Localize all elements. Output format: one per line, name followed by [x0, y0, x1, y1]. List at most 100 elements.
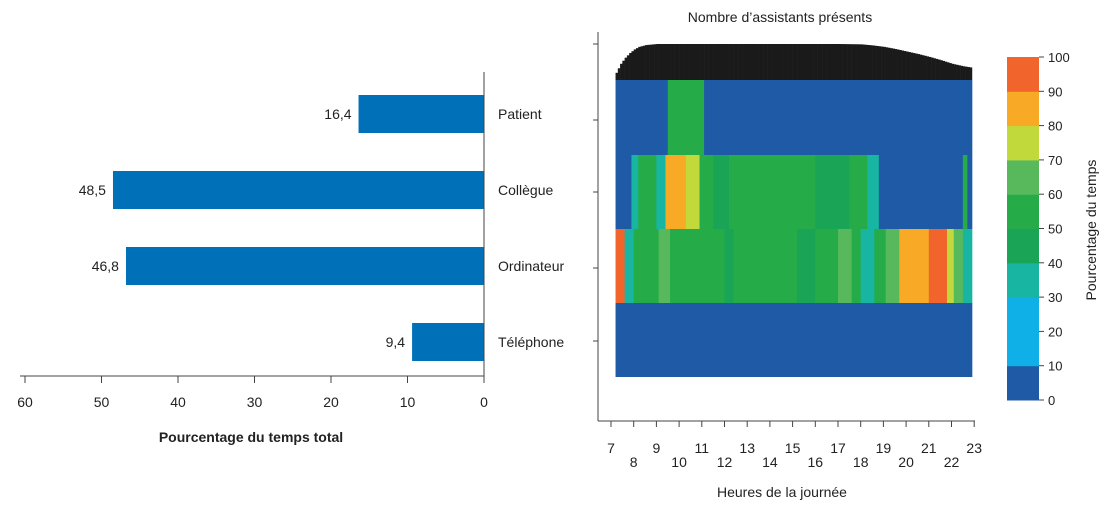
bar-category-labels: Patient Collègue Ordinateur Téléphone — [498, 106, 564, 350]
presence-bar — [717, 44, 721, 80]
presence-bar — [801, 44, 805, 80]
heatmap-cell — [633, 229, 644, 303]
presence-bar — [856, 44, 859, 80]
heatmap-cell — [656, 155, 666, 229]
bar-value-label: 46,8 — [92, 258, 119, 274]
presence-bar — [747, 44, 750, 80]
presence-bar — [915, 53, 918, 80]
presence-bar — [672, 44, 675, 80]
colorbar-band — [1007, 57, 1039, 92]
colorbar-tick-label: 90 — [1048, 84, 1062, 99]
presence-bar — [788, 44, 791, 80]
presence-bar — [629, 53, 632, 80]
presence-bar — [849, 44, 852, 80]
heatmap-cell — [874, 229, 887, 303]
presence-bar — [867, 45, 871, 80]
heatmap-cell — [962, 155, 968, 229]
colorbar-band — [1007, 262, 1039, 298]
presence-bar — [660, 44, 664, 80]
heatmap-cell — [815, 229, 839, 303]
presence-bar — [663, 44, 666, 80]
presence-bar — [738, 44, 741, 80]
heatmap-cell — [756, 303, 775, 377]
presence-bar — [706, 44, 709, 80]
presence-bar — [781, 44, 784, 80]
colorbar-tick-label: 10 — [1048, 359, 1062, 374]
heatmap-cell — [747, 80, 755, 155]
heatmap-cell — [699, 155, 714, 229]
presence-bar — [620, 63, 623, 80]
presence-bar — [885, 47, 889, 80]
heatmap-cell — [847, 80, 855, 155]
presence-bar — [813, 44, 816, 80]
presence-bar — [685, 44, 689, 80]
heatmap-cell — [838, 80, 848, 155]
presence-bar — [942, 60, 945, 80]
presence-bar — [858, 44, 861, 80]
heatmap-x-tick-label: 16 — [808, 454, 824, 470]
colorbar-ticks: 0 10 20 30 40 50 60 70 80 90 100 — [1039, 50, 1070, 408]
presence-bar — [808, 44, 812, 80]
presence-bar — [838, 44, 841, 80]
presence-bar — [635, 48, 639, 80]
presence-bar — [719, 44, 723, 80]
heatmap-cell — [797, 303, 828, 377]
bar-chart: 16,4 48,5 46,8 9,4 Patient Collègue Ordinateu… — [17, 72, 564, 445]
presence-bar — [713, 44, 716, 80]
presence-bar — [626, 55, 630, 80]
heatmap-x-tick-label: 21 — [921, 440, 937, 456]
bar-x-tick-label: 50 — [94, 394, 110, 410]
presence-bar — [756, 44, 759, 80]
heatmap-x-tick-label: 15 — [785, 440, 801, 456]
heatmap-cell — [724, 229, 734, 303]
presence-bar — [792, 44, 796, 80]
heatmap-cell — [797, 229, 816, 303]
presence-bar — [931, 57, 934, 80]
presence-bar — [819, 44, 823, 80]
heatmap-cell — [899, 229, 930, 303]
presence-bar — [767, 44, 771, 80]
bar-x-tick-label: 10 — [400, 394, 416, 410]
heatmap-x-tick-label: 23 — [966, 440, 982, 456]
colorbar-tick-label: 100 — [1048, 50, 1070, 65]
heatmap-cell — [647, 303, 664, 377]
presence-bar — [806, 44, 809, 80]
presence-bar — [921, 55, 925, 80]
heatmap-cell — [749, 303, 757, 377]
heatmap-cell — [797, 80, 828, 155]
colorbar-tick-label: 50 — [1048, 222, 1062, 237]
heatmap-cell — [715, 80, 748, 155]
presence-bar — [690, 44, 694, 80]
presence-bar — [826, 44, 830, 80]
colorbar-tick-label: 60 — [1048, 187, 1062, 202]
heatmap-cell — [658, 229, 671, 303]
bar-value-labels: 16,4 48,5 46,8 9,4 — [79, 106, 406, 350]
presence-bar — [847, 44, 850, 80]
presence-bar — [735, 44, 739, 80]
presence-bar — [754, 44, 757, 80]
bar-2 — [125, 247, 484, 285]
presence-bar — [701, 44, 705, 80]
presence-bar — [679, 44, 682, 80]
presence-bar — [917, 54, 921, 80]
bar-value-label: 48,5 — [79, 182, 106, 198]
presence-bar — [853, 44, 857, 80]
presence-bar — [933, 58, 936, 80]
heatmap-cell — [624, 229, 635, 303]
presence-bar — [772, 44, 775, 80]
presence-bar — [774, 44, 778, 80]
heatmap-cell — [774, 303, 798, 377]
heatmap-cell — [953, 229, 964, 303]
heatmap-cells — [615, 80, 973, 377]
heatmap-x-tick-label: 20 — [898, 454, 914, 470]
heatmap-cell — [849, 303, 973, 377]
presence-bar — [835, 44, 839, 80]
presence-bar — [731, 44, 734, 80]
bar-value-label: 16,4 — [324, 106, 351, 122]
presence-bar — [658, 44, 662, 80]
presence-bar — [912, 53, 916, 80]
presence-bar — [894, 49, 898, 80]
heatmap-cell — [874, 80, 973, 155]
heatmap-cell — [733, 229, 798, 303]
heatmap-x-tick-label: 17 — [830, 440, 846, 456]
